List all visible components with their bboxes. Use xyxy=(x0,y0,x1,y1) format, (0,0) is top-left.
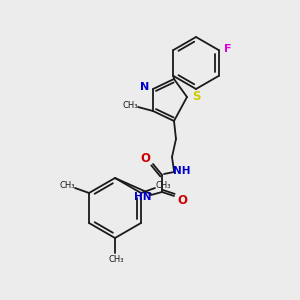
Text: CH₃: CH₃ xyxy=(108,256,124,265)
Text: HN: HN xyxy=(134,192,152,202)
Text: S: S xyxy=(192,89,200,103)
Text: O: O xyxy=(177,194,187,206)
Text: N: N xyxy=(140,82,150,92)
Text: NH: NH xyxy=(173,166,191,176)
Text: CH₃: CH₃ xyxy=(122,101,138,110)
Text: CH₃: CH₃ xyxy=(155,182,171,190)
Text: CH₃: CH₃ xyxy=(59,182,75,190)
Text: F: F xyxy=(224,44,231,54)
Text: O: O xyxy=(140,152,150,164)
